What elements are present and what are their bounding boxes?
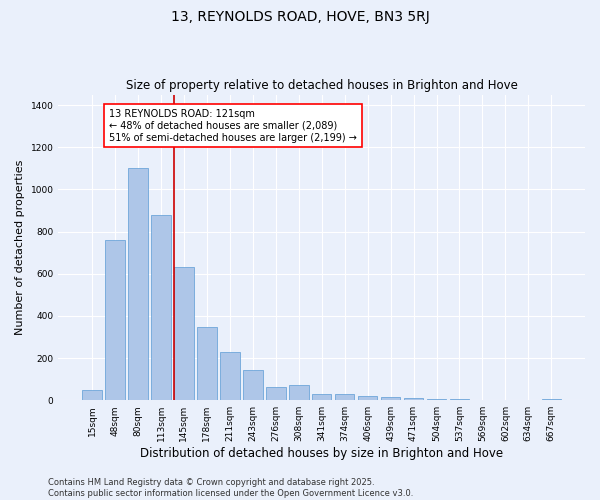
Bar: [151, 214, 171, 400]
Bar: [450, 398, 469, 400]
X-axis label: Distribution of detached houses by size in Brighton and Hove: Distribution of detached houses by size …: [140, 447, 503, 460]
Text: 13, REYNOLDS ROAD, HOVE, BN3 5RJ: 13, REYNOLDS ROAD, HOVE, BN3 5RJ: [170, 10, 430, 24]
Bar: [174, 268, 194, 400]
Bar: [289, 386, 308, 400]
Bar: [381, 397, 400, 400]
Bar: [197, 328, 217, 400]
Text: 13 REYNOLDS ROAD: 121sqm
← 48% of detached houses are smaller (2,089)
51% of sem: 13 REYNOLDS ROAD: 121sqm ← 48% of detach…: [109, 110, 357, 142]
Bar: [427, 399, 446, 400]
Bar: [128, 168, 148, 400]
Title: Size of property relative to detached houses in Brighton and Hove: Size of property relative to detached ho…: [126, 79, 518, 92]
Bar: [358, 396, 377, 400]
Bar: [404, 398, 424, 400]
Bar: [82, 390, 102, 400]
Bar: [335, 394, 355, 400]
Text: Contains HM Land Registry data © Crown copyright and database right 2025.
Contai: Contains HM Land Registry data © Crown c…: [48, 478, 413, 498]
Bar: [266, 386, 286, 400]
Bar: [220, 352, 239, 400]
Bar: [312, 394, 331, 400]
Y-axis label: Number of detached properties: Number of detached properties: [15, 160, 25, 335]
Bar: [243, 370, 263, 400]
Bar: [542, 399, 561, 400]
Bar: [106, 240, 125, 400]
